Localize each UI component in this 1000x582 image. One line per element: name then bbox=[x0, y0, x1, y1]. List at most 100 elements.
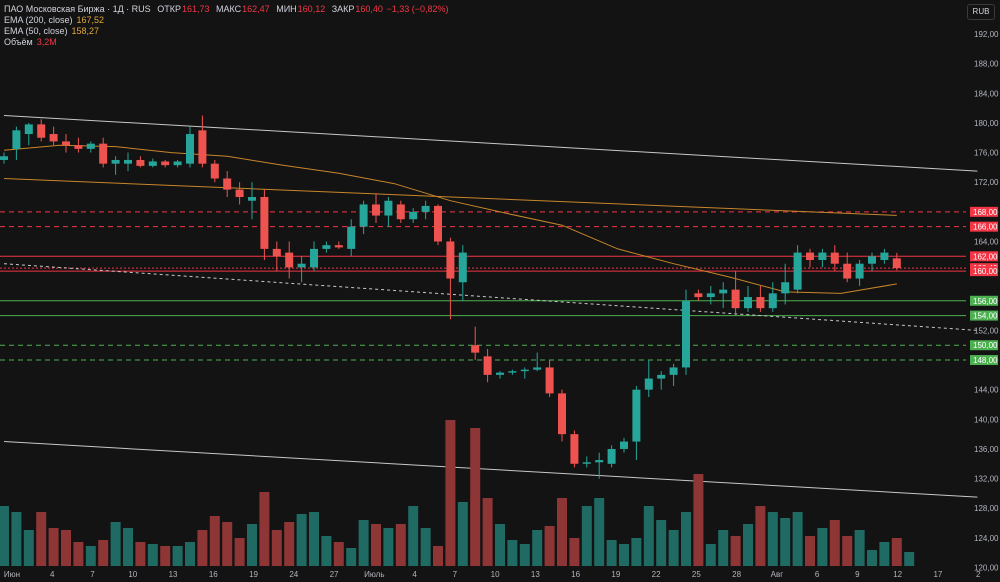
y-tick-label: 164,00 bbox=[974, 237, 999, 246]
volume-bar bbox=[767, 512, 778, 566]
candle-body bbox=[496, 372, 504, 375]
high-label: МАКС bbox=[216, 4, 242, 14]
candle-body bbox=[508, 371, 517, 373]
ema200-row[interactable]: EMA (200, close) 167,52 bbox=[4, 15, 449, 26]
candle-body bbox=[272, 248, 281, 257]
candle-body bbox=[731, 289, 740, 309]
candle-body bbox=[483, 356, 492, 375]
close-label: ЗАКР bbox=[331, 4, 355, 14]
candle-body bbox=[520, 369, 529, 372]
volume-bar bbox=[222, 522, 233, 566]
currency-button[interactable]: RUB bbox=[967, 4, 995, 20]
volume-bar bbox=[209, 516, 220, 566]
level-badge bbox=[970, 310, 998, 321]
candle-body bbox=[161, 161, 170, 166]
volume-bar bbox=[123, 528, 133, 566]
y-tick-label: 152,00 bbox=[974, 326, 999, 335]
volume-bar bbox=[780, 518, 791, 566]
volume-bar bbox=[408, 506, 419, 566]
level-badge-label: 168,00 bbox=[973, 208, 998, 217]
candle-body bbox=[198, 130, 207, 164]
volume-bar bbox=[197, 530, 208, 566]
candle-body bbox=[24, 124, 33, 135]
level-badge-label: 166,00 bbox=[973, 223, 998, 232]
candle-body bbox=[86, 143, 95, 149]
x-tick-label: Июль bbox=[364, 570, 384, 579]
volume-bar bbox=[904, 552, 915, 566]
volume-bar bbox=[271, 530, 282, 566]
ema200-label: EMA (200, close) bbox=[4, 15, 73, 25]
candle-body bbox=[595, 460, 604, 463]
ema50-label: EMA (50, close) bbox=[4, 26, 68, 36]
x-tick-label: 17 bbox=[933, 570, 942, 579]
level-badge bbox=[970, 295, 998, 306]
volume-bar bbox=[792, 512, 803, 566]
volume-bar bbox=[48, 528, 59, 566]
level-badge bbox=[970, 266, 998, 277]
volume-bar bbox=[569, 538, 580, 566]
volume-bar bbox=[718, 530, 729, 566]
volume-bar bbox=[817, 528, 828, 566]
candle-body bbox=[632, 389, 641, 442]
volume-bar bbox=[829, 520, 840, 566]
volume-row[interactable]: Объём 3,2M bbox=[4, 37, 449, 48]
x-tick-label: 2 bbox=[976, 570, 981, 579]
candle-body bbox=[210, 163, 219, 179]
x-tick-label: 19 bbox=[249, 570, 258, 579]
y-tick-label: 188,00 bbox=[974, 60, 999, 69]
ema50-value: 158,27 bbox=[71, 26, 100, 36]
candle-body bbox=[558, 393, 566, 435]
candle-body bbox=[285, 252, 294, 268]
x-tick-label: 13 bbox=[531, 570, 540, 579]
volume-bar bbox=[247, 524, 257, 566]
candle-body bbox=[124, 159, 132, 164]
y-tick-label: 176,00 bbox=[974, 149, 999, 158]
x-tick-label: 4 bbox=[50, 570, 55, 579]
candle-body bbox=[111, 159, 120, 164]
candle-body bbox=[49, 134, 58, 142]
symbol-title[interactable]: ПАО Московская Биржа · 1Д · RUS bbox=[4, 4, 151, 14]
candle-body bbox=[37, 124, 46, 138]
y-tick-label: 192,00 bbox=[974, 30, 999, 39]
candle-body bbox=[458, 252, 467, 283]
volume-bar bbox=[333, 542, 344, 566]
candle-body bbox=[644, 378, 653, 390]
volume-bar bbox=[619, 544, 629, 566]
x-tick-label: 13 bbox=[169, 570, 178, 579]
ema50-line bbox=[3, 144, 897, 294]
candles bbox=[0, 115, 901, 479]
trendlines bbox=[3, 115, 978, 498]
x-tick-label: 28 bbox=[732, 570, 741, 579]
volume-bar bbox=[606, 540, 617, 566]
price-level-badges: 168,00166,00162,00160,40160,00156,00154,… bbox=[970, 206, 998, 366]
volume-bar bbox=[284, 522, 295, 566]
candle-body bbox=[682, 300, 690, 368]
candle-body bbox=[892, 258, 901, 269]
candle-body bbox=[297, 263, 306, 268]
x-tick-label: 10 bbox=[128, 570, 137, 579]
x-tick-label: Июн bbox=[4, 570, 20, 579]
volume-bar bbox=[842, 536, 853, 566]
candle-body bbox=[223, 178, 232, 190]
candle-body bbox=[781, 282, 790, 294]
ema50-row[interactable]: EMA (50, close) 158,27 bbox=[4, 26, 449, 37]
y-tick-label: 172,00 bbox=[974, 178, 999, 187]
volume-bar bbox=[85, 546, 96, 566]
candle-body bbox=[806, 252, 814, 261]
candle-body bbox=[186, 134, 194, 164]
x-tick-label: 24 bbox=[289, 570, 298, 579]
level-badge-label: 150,00 bbox=[973, 341, 998, 350]
volume-bar bbox=[705, 544, 716, 566]
candle-body bbox=[719, 289, 728, 294]
volume-bar bbox=[185, 542, 195, 566]
volume-bar bbox=[383, 528, 394, 566]
volume-bar bbox=[730, 536, 741, 566]
candle-body bbox=[384, 200, 393, 216]
volume-label: Объём bbox=[4, 37, 33, 47]
volume-bar bbox=[160, 546, 171, 566]
y-tick-label: 124,00 bbox=[974, 534, 999, 543]
volume-bar bbox=[879, 542, 890, 566]
candle-body bbox=[99, 143, 108, 164]
volume-value: 3,2M bbox=[36, 37, 57, 47]
